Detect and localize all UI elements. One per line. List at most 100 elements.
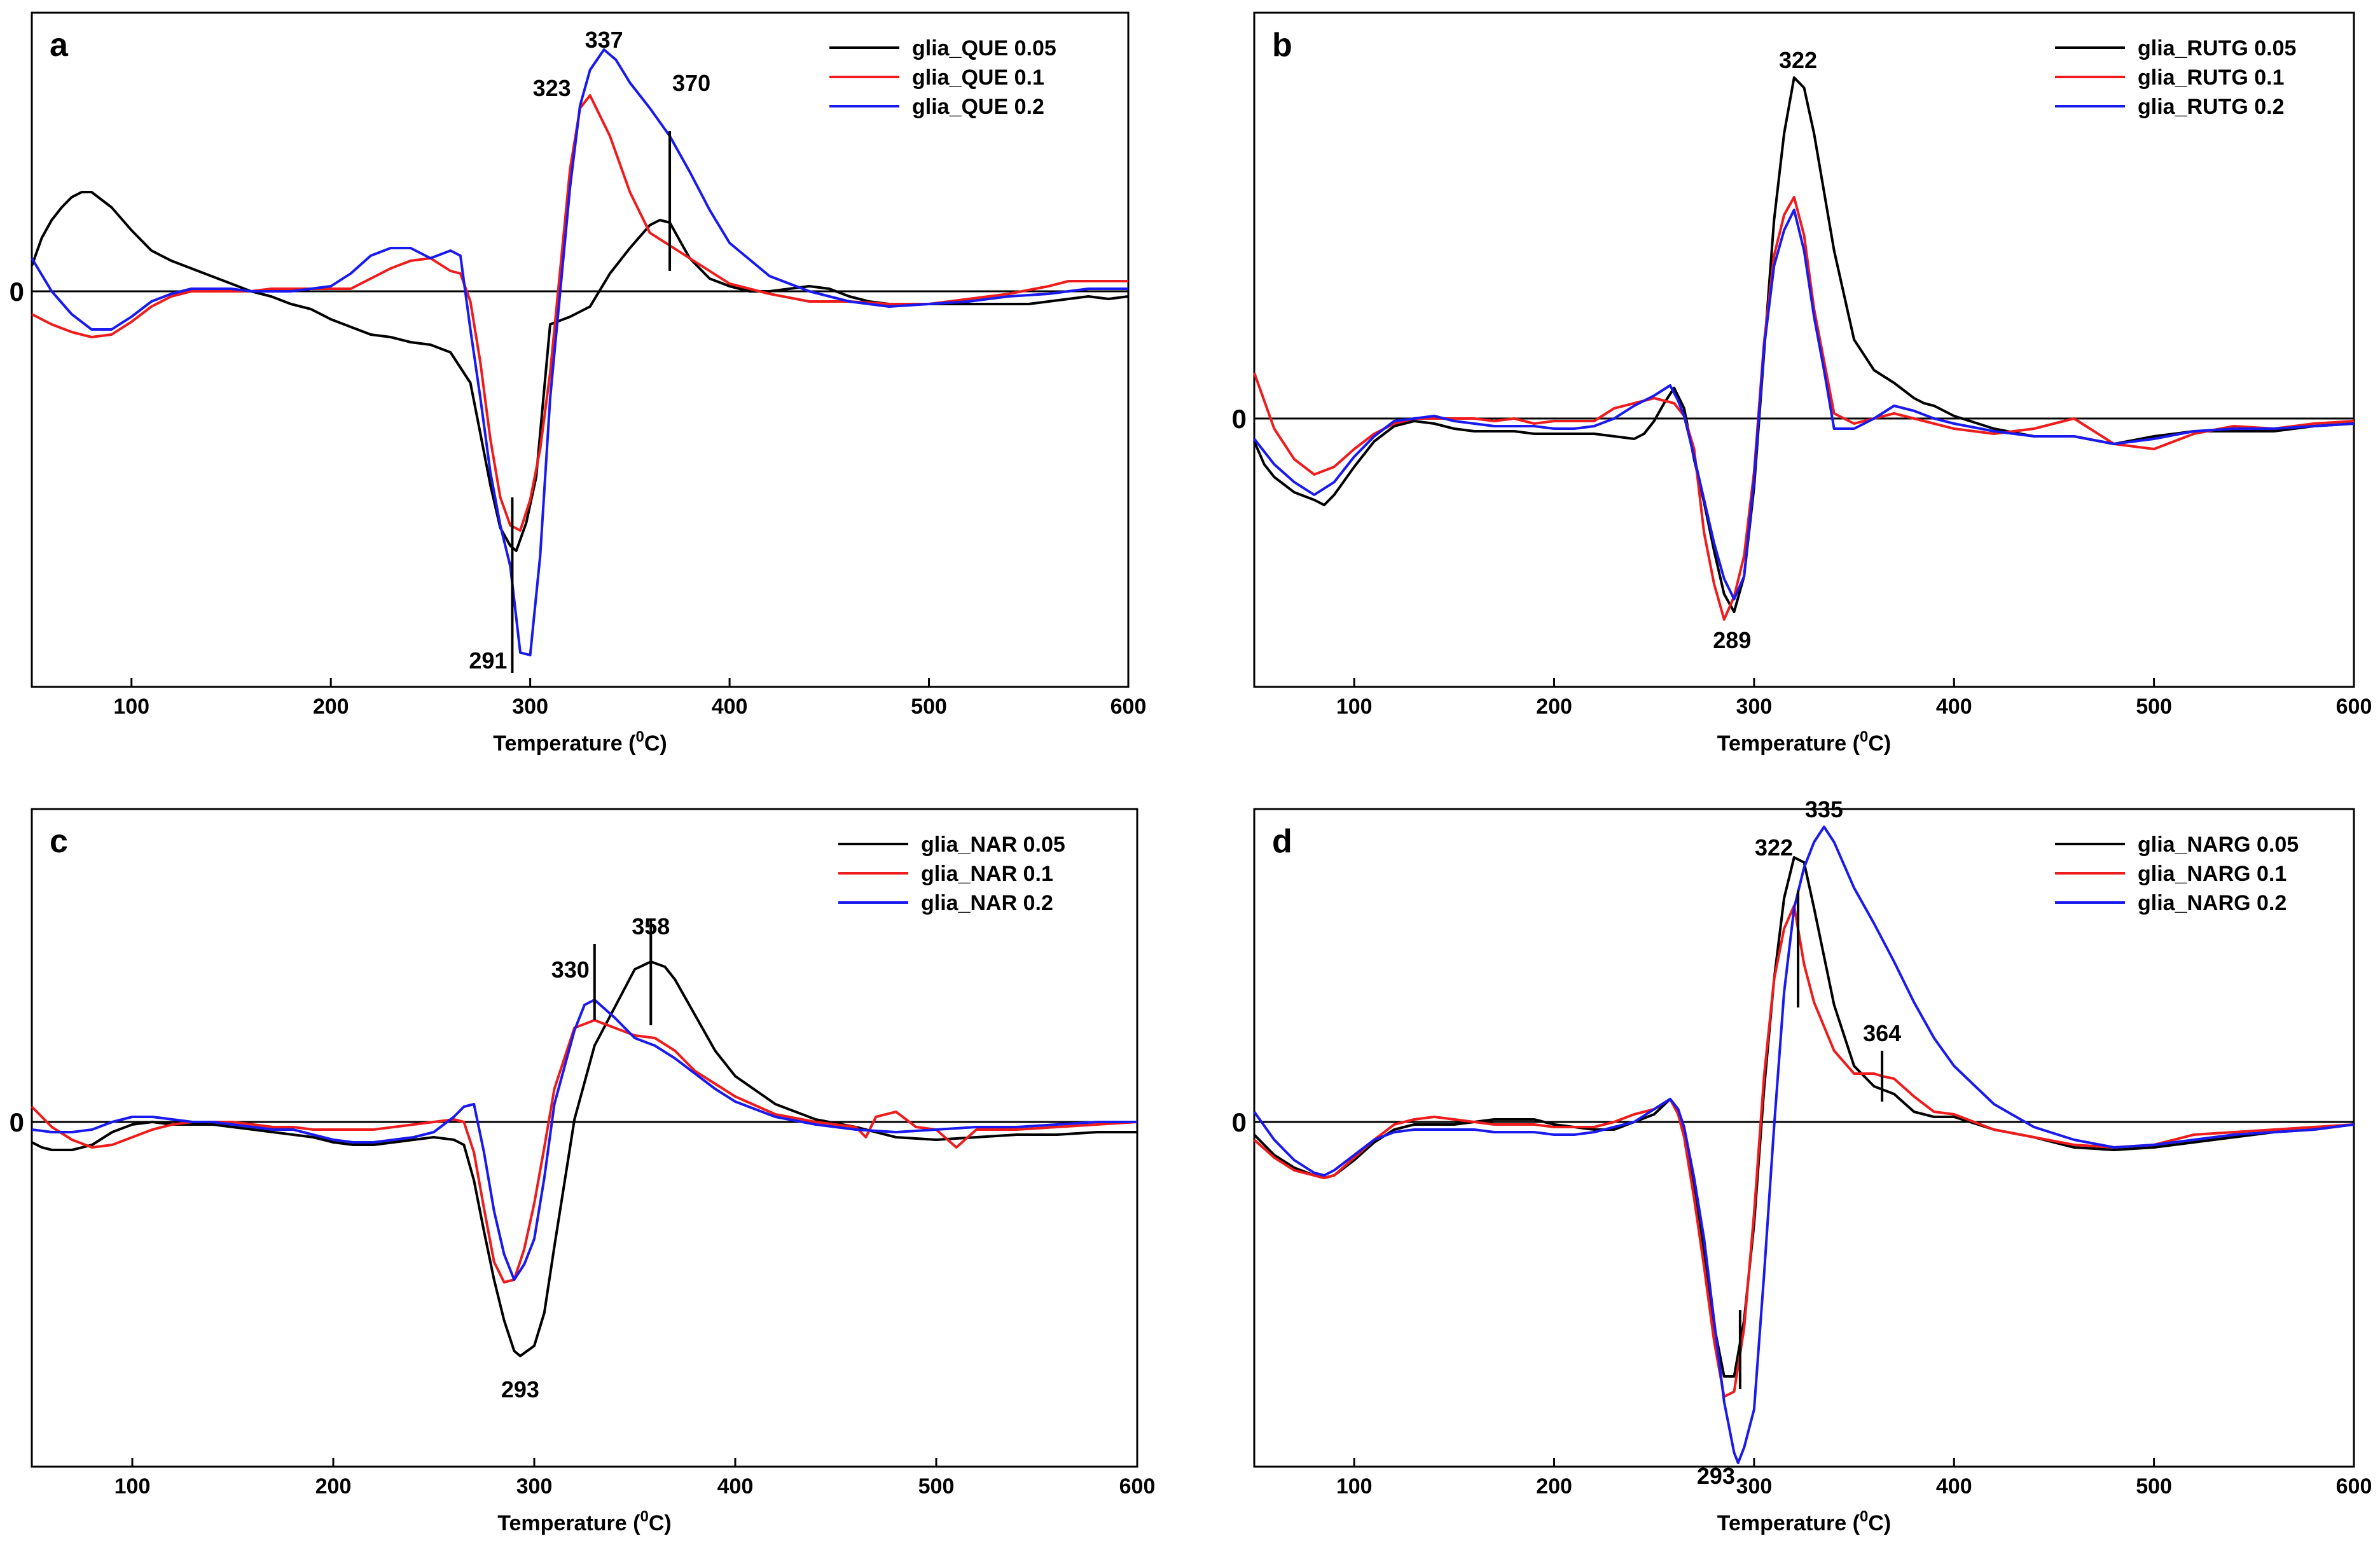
x-axis-title-superscript: 0 xyxy=(1860,1508,1868,1525)
zero-label: 0 xyxy=(1232,1107,1247,1137)
x-tick-label: 300 xyxy=(1736,695,1773,719)
annotations: 291 323 337 370 xyxy=(469,27,710,674)
x-axis-title-main: Temperature ( xyxy=(497,1511,640,1535)
x-axis-title-superscript: 0 xyxy=(1860,728,1868,745)
x-axis-title-unit: C) xyxy=(1868,731,1891,756)
x-tick-label: 400 xyxy=(1936,695,1972,719)
zero-label: 0 xyxy=(10,277,24,307)
x-tick-label: 100 xyxy=(114,1474,151,1498)
x-tick-label: 300 xyxy=(516,1474,553,1498)
x-axis-title-unit: C) xyxy=(649,1511,672,1535)
legend-label: glia_RUTG 0.2 xyxy=(2138,95,2285,119)
annotations: 289 322 xyxy=(1713,47,1817,653)
series-line-c02 xyxy=(1253,826,2355,1464)
x-tick-label: 400 xyxy=(717,1474,754,1498)
series-line-c005 xyxy=(31,960,1137,1357)
legend: glia_NARG 0.05 glia_NARG 0.1 glia_NARG 0.2 xyxy=(2055,833,2299,915)
x-tick-label: 600 xyxy=(1119,1474,1156,1498)
x-tick-label: 200 xyxy=(313,695,349,719)
zero-label: 0 xyxy=(10,1107,24,1137)
x-tick-label: 100 xyxy=(113,695,149,719)
x-axis-title-unit: C) xyxy=(1868,1511,1891,1535)
x-tick-label: 500 xyxy=(2136,1474,2172,1498)
legend-label: glia_NAR 0.1 xyxy=(921,862,1053,886)
peak-label: 330 xyxy=(551,957,590,983)
peak-label: 337 xyxy=(585,27,623,53)
annotations: 293 322 335 364 xyxy=(1697,796,1901,1489)
x-axis-title: Temperature (0C) xyxy=(1717,1508,1891,1535)
legend: glia_RUTG 0.05 glia_RUTG 0.1 glia_RUTG 0.2 xyxy=(2055,36,2296,119)
series-line-c02 xyxy=(31,999,1137,1281)
panel-letter: b xyxy=(1272,27,1292,64)
legend-label: glia_NAR 0.2 xyxy=(921,891,1053,915)
plot-frame xyxy=(1253,808,2355,1468)
legend-label: glia_NARG 0.05 xyxy=(2138,833,2299,857)
series-lines xyxy=(31,48,1129,656)
x-tick-label: 600 xyxy=(2336,1474,2372,1498)
peak-label: 293 xyxy=(501,1376,539,1402)
legend-label: glia_QUE 0.05 xyxy=(912,36,1056,60)
x-tick-label: 500 xyxy=(918,1474,955,1498)
x-axis-title-main: Temperature ( xyxy=(1717,1511,1860,1535)
legend-label: glia_QUE 0.2 xyxy=(912,95,1044,119)
legend-label: glia_RUTG 0.1 xyxy=(2138,66,2285,90)
peak-label: 322 xyxy=(1755,834,1793,861)
series-lines xyxy=(1253,826,2355,1464)
x-tick-label: 100 xyxy=(1336,695,1373,719)
zero-label: 0 xyxy=(1232,404,1247,434)
x-axis-title-superscript: 0 xyxy=(635,728,644,745)
panel-letter: c xyxy=(50,823,68,860)
legend-label: glia_NAR 0.05 xyxy=(921,833,1065,857)
x-tick-label: 200 xyxy=(315,1474,352,1498)
legend-label: glia_RUTG 0.05 xyxy=(2138,36,2296,60)
annotations: 293 330 358 xyxy=(501,913,670,1402)
x-axis-title-main: Temperature ( xyxy=(493,731,636,756)
legend-label: glia_NARG 0.1 xyxy=(2138,862,2287,886)
x-axis-title-unit: C) xyxy=(644,731,667,756)
x-tick-label: 500 xyxy=(2136,695,2172,719)
x-axis-title-main: Temperature ( xyxy=(1717,731,1860,756)
legend-label: glia_QUE 0.1 xyxy=(912,66,1044,90)
legend-label: glia_NARG 0.2 xyxy=(2138,891,2287,915)
peak-label: 358 xyxy=(632,913,670,939)
x-axis-title-superscript: 0 xyxy=(640,1508,648,1525)
series-lines xyxy=(1253,76,2355,621)
series-line-c02 xyxy=(1253,209,2355,600)
panel-letter: a xyxy=(50,27,69,64)
peak-label: 323 xyxy=(533,75,571,101)
x-tick-label: 300 xyxy=(1736,1474,1773,1498)
x-tick-label: 400 xyxy=(712,695,748,719)
legend: glia_NAR 0.05 glia_NAR 0.1 glia_NAR 0.2 xyxy=(838,833,1065,915)
series-lines xyxy=(31,960,1138,1357)
x-tick-label: 200 xyxy=(1536,1474,1572,1498)
peak-label: 293 xyxy=(1697,1463,1735,1489)
plot-frame xyxy=(31,808,1138,1468)
x-tick-label: 500 xyxy=(911,695,947,719)
x-tick-label: 600 xyxy=(1110,695,1147,719)
x-tick-label: 400 xyxy=(1936,1474,1972,1498)
plot-frame xyxy=(31,11,1130,688)
x-tick-label: 600 xyxy=(2336,695,2372,719)
peak-label: 364 xyxy=(1863,1020,1901,1046)
series-line-c02 xyxy=(31,48,1128,656)
peak-label: 370 xyxy=(672,70,710,96)
peak-label: 322 xyxy=(1779,47,1817,73)
legend: glia_QUE 0.05 glia_QUE 0.1 glia_QUE 0.2 xyxy=(829,36,1056,119)
panel-letter: d xyxy=(1272,823,1292,860)
x-axis-title: Temperature (0C) xyxy=(1717,728,1891,756)
x-axis-title: Temperature (0C) xyxy=(497,1508,671,1535)
x-tick-label: 100 xyxy=(1336,1474,1373,1498)
peak-label: 289 xyxy=(1713,627,1751,653)
x-axis-title: Temperature (0C) xyxy=(493,728,667,756)
x-tick-label: 200 xyxy=(1536,695,1572,719)
peak-label: 291 xyxy=(469,647,507,674)
x-tick-label: 300 xyxy=(512,695,548,719)
peak-label: 335 xyxy=(1805,796,1843,822)
plot-frame xyxy=(1253,11,2355,688)
